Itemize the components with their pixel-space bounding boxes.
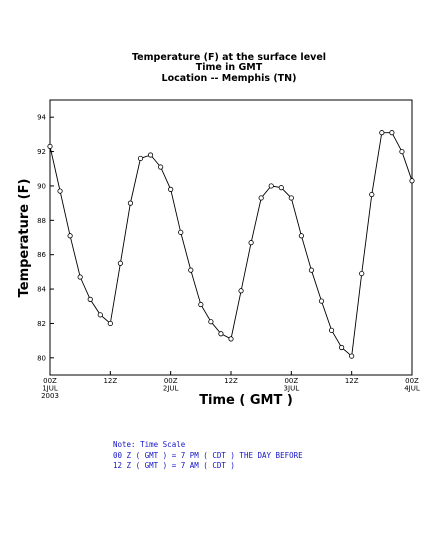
data-point: [57, 188, 63, 194]
x-tick-label: 1JUL: [42, 385, 58, 393]
data-point: [248, 240, 254, 246]
data-point: [389, 130, 395, 136]
y-tick-label: 86: [37, 251, 46, 259]
y-axis-ticks: 80 82 84 86 88 90 92 94: [37, 114, 54, 362]
y-tick-label: 88: [37, 217, 46, 225]
data-point: [47, 143, 53, 150]
data-point: [158, 164, 164, 170]
x-tick-label: 2JUL: [163, 385, 179, 393]
data-point: [218, 331, 224, 337]
data-point: [238, 288, 244, 294]
data-point: [359, 270, 365, 277]
x-tick-label: 12Z: [345, 377, 359, 385]
x-tick-label: 00Z: [164, 377, 178, 385]
data-point: [77, 274, 83, 280]
data-point: [67, 233, 73, 239]
data-point: [168, 186, 174, 192]
data-point: [198, 301, 204, 308]
data-point: [208, 319, 214, 325]
data-point: [369, 191, 375, 198]
x-tick-label: 12Z: [103, 377, 117, 385]
data-point: [318, 298, 325, 304]
data-point: [339, 344, 345, 351]
x-tick-label: 00Z: [284, 377, 298, 385]
data-point: [268, 183, 274, 189]
y-tick-label: 84: [37, 286, 46, 294]
y-tick-label: 80: [37, 354, 46, 362]
x-tick-label: 00Z: [405, 377, 419, 385]
data-point: [308, 267, 315, 273]
data-point: [97, 312, 103, 318]
y-tick-label: 82: [37, 320, 46, 328]
data-point: [107, 320, 113, 327]
y-tick-label: 92: [37, 148, 46, 156]
data-point: [117, 260, 123, 266]
x-axis-label: Time ( GMT ): [199, 393, 293, 408]
data-point: [379, 130, 385, 136]
y-tick-label: 90: [37, 182, 46, 190]
temperature-line: [49, 132, 413, 357]
x-tick-label: 4JUL: [404, 385, 420, 393]
note-line-3: 12 Z ( GMT ) = 7 AM ( CDT ): [113, 461, 235, 470]
data-point: [147, 152, 154, 158]
data-point: [228, 336, 234, 342]
data-point: [399, 148, 405, 155]
note-line-2: 00 Z ( GMT ) = 7 PM ( CDT ) THE DAY BEFO…: [113, 451, 303, 460]
plot-frame: [49, 99, 413, 376]
x-tick-label: 00Z: [43, 377, 57, 385]
temperature-series: [47, 130, 415, 359]
data-point: [127, 200, 134, 206]
data-point: [258, 195, 264, 201]
data-point: [298, 233, 304, 239]
chart-title-line-2: Time in GMT: [196, 62, 263, 73]
data-point: [87, 296, 93, 302]
y-tick-label: 94: [37, 114, 46, 122]
data-point: [178, 229, 184, 235]
data-point: [278, 185, 284, 191]
x-tick-label: 3JUL: [284, 385, 300, 393]
x-tick-label: 2003: [41, 392, 59, 400]
data-point: [349, 353, 355, 359]
data-point: [328, 327, 335, 333]
data-point: [188, 267, 194, 273]
y-axis-label: Temperature (F): [17, 179, 32, 298]
data-point: [137, 155, 144, 162]
chart-title-line-1: Temperature (F) at the surface level: [132, 52, 326, 63]
note-line-1: Note: Time Scale: [113, 440, 186, 449]
x-tick-label: 12Z: [224, 377, 238, 385]
data-point: [409, 178, 415, 184]
data-point: [288, 195, 294, 201]
chart-title-line-3: Location -- Memphis (TN): [162, 73, 297, 84]
